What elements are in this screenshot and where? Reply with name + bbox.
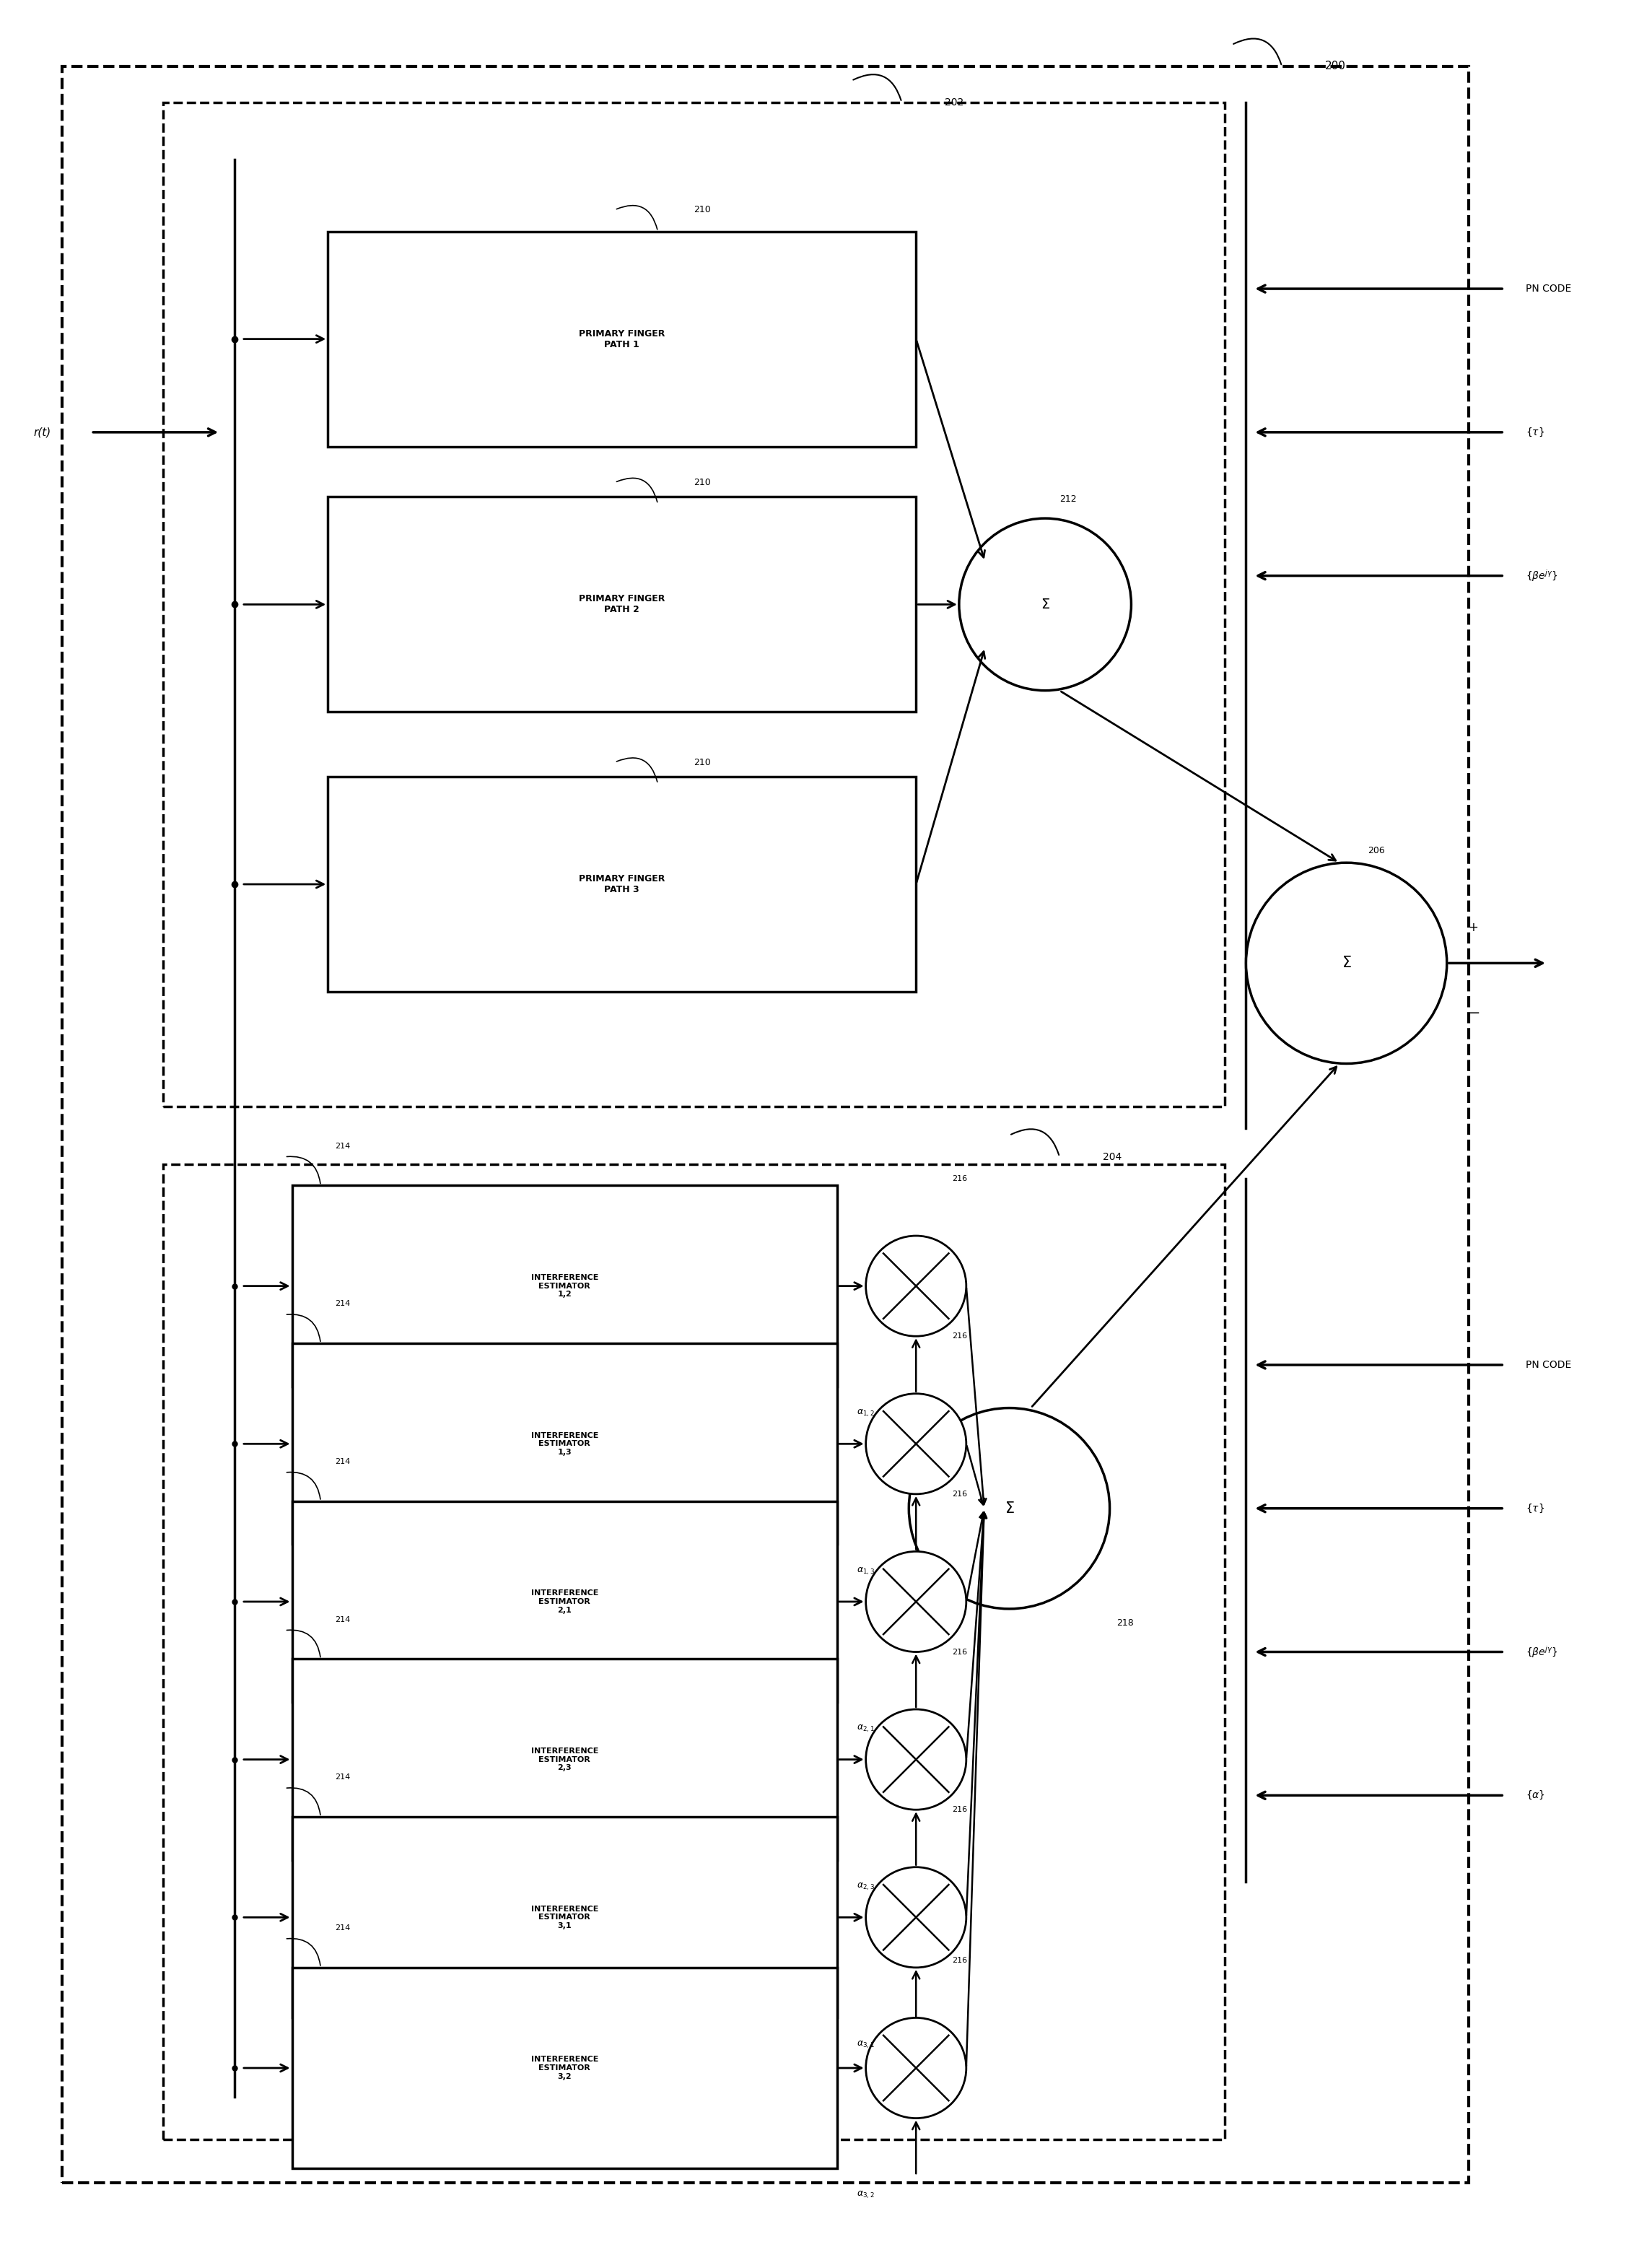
Text: $\alpha_{1,3}$: $\alpha_{1,3}$ [857,1566,876,1575]
Text: 210: 210 [694,204,710,213]
Bar [292,1501,838,1703]
Circle shape [866,1393,966,1494]
Text: 214: 214 [335,1616,350,1622]
Text: 216: 216 [952,1175,966,1182]
Text: PN CODE: PN CODE [1526,283,1571,294]
Text: 210: 210 [694,479,710,488]
Text: INTERFERENCE
ESTIMATOR
3,1: INTERFERENCE ESTIMATOR 3,1 [530,1905,598,1930]
Text: $\alpha_{2,1}$: $\alpha_{2,1}$ [857,1723,876,1735]
Text: $\Sigma$: $\Sigma$ [1341,955,1351,971]
Bar [292,1818,838,2018]
Bar [292,1658,838,1861]
Text: INTERFERENCE
ESTIMATOR
2,3: INTERFERENCE ESTIMATOR 2,3 [530,1748,598,1771]
Text: $\{\tau\}$: $\{\tau\}$ [1526,427,1545,438]
Text: 216: 216 [952,1490,966,1499]
Bar [327,497,915,712]
Bar [327,231,915,447]
Text: PN CODE: PN CODE [1526,1359,1571,1371]
Text: 210: 210 [694,757,710,766]
Text: 216: 216 [952,1807,966,1813]
Text: $\{\beta e^{j\gamma}\}$: $\{\beta e^{j\gamma}\}$ [1526,1645,1558,1661]
Text: PRIMARY FINGER
PATH 2: PRIMARY FINGER PATH 2 [578,595,666,613]
Text: 216: 216 [952,1649,966,1656]
Circle shape [866,1550,966,1652]
Text: 214: 214 [335,1141,350,1150]
Text: −: − [1469,1007,1480,1020]
Text: $\Sigma$: $\Sigma$ [1041,598,1049,611]
Text: INTERFERENCE
ESTIMATOR
2,1: INTERFERENCE ESTIMATOR 2,1 [530,1589,598,1613]
Text: INTERFERENCE
ESTIMATOR
1,3: INTERFERENCE ESTIMATOR 1,3 [530,1431,598,1456]
Text: 212: 212 [1059,494,1077,503]
Bar [164,1164,1224,2139]
Bar [292,1968,838,2168]
Bar [292,1186,838,1386]
Circle shape [866,2018,966,2119]
Text: $\{\alpha\}$: $\{\alpha\}$ [1526,1789,1545,1802]
Text: $\alpha_{3,1}$: $\alpha_{3,1}$ [857,2040,876,2049]
Text: INTERFERENCE
ESTIMATOR
3,2: INTERFERENCE ESTIMATOR 3,2 [530,2056,598,2081]
Circle shape [909,1409,1110,1609]
Text: 214: 214 [335,1301,350,1308]
Text: 200: 200 [1325,61,1346,72]
Text: 214: 214 [335,1458,350,1465]
Text: 216: 216 [952,1957,966,1964]
Text: 216: 216 [952,1332,966,1339]
Text: $\Sigma$: $\Sigma$ [1004,1501,1014,1517]
Text: $\alpha_{1,2}$: $\alpha_{1,2}$ [857,1409,876,1418]
Text: 204: 204 [1102,1153,1122,1162]
Text: $\alpha_{3,2}$: $\alpha_{3,2}$ [857,2191,876,2200]
Text: 206: 206 [1368,847,1384,856]
Bar [164,101,1224,1106]
Text: $\alpha_{2,3}$: $\alpha_{2,3}$ [857,1881,876,1892]
Circle shape [1246,863,1447,1063]
Text: 214: 214 [335,1923,350,1932]
Text: $\{\tau\}$: $\{\tau\}$ [1526,1503,1545,1514]
Text: +: + [1469,921,1479,935]
Text: 214: 214 [335,1773,350,1782]
Bar [327,777,915,991]
Bar [63,67,1469,2182]
Text: PRIMARY FINGER
PATH 3: PRIMARY FINGER PATH 3 [578,874,666,894]
Text: INTERFERENCE
ESTIMATOR
1,2: INTERFERENCE ESTIMATOR 1,2 [530,1274,598,1299]
Circle shape [866,1236,966,1337]
Text: 202: 202 [945,97,963,108]
Text: r(t): r(t) [33,427,51,438]
Text: 218: 218 [1117,1618,1133,1627]
Circle shape [866,1710,966,1809]
Circle shape [960,519,1132,690]
Circle shape [866,1867,966,1968]
Text: $\{\beta e^{j\gamma}\}$: $\{\beta e^{j\gamma}\}$ [1526,568,1558,584]
Bar [292,1344,838,1544]
Text: PRIMARY FINGER
PATH 1: PRIMARY FINGER PATH 1 [578,328,666,348]
